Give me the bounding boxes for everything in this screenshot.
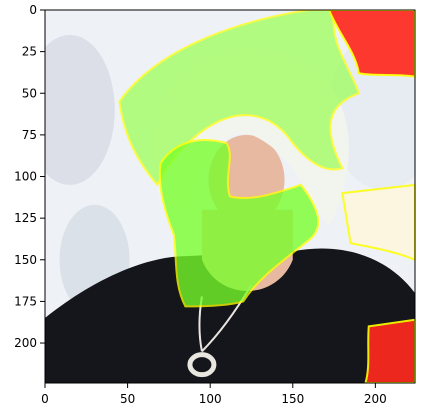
- axes-frame: [44, 9, 416, 384]
- overlay-region-red-top-right: [328, 10, 415, 78]
- y-tick-label: 150: [14, 253, 37, 267]
- x-ticks: 0 50 100 150 200: [41, 383, 387, 406]
- y-tick-label: 175: [14, 294, 37, 308]
- y-tick-label: 0: [29, 3, 37, 17]
- x-tick-label: 150: [281, 392, 304, 406]
- x-tick-label: 0: [41, 392, 49, 406]
- y-tick-label: 100: [14, 170, 37, 184]
- y-tick-label: 125: [14, 211, 37, 225]
- y-tick-label: 75: [22, 128, 37, 142]
- y-tick-label: 50: [22, 86, 37, 100]
- photo-clothing: [45, 248, 415, 383]
- x-tick-label: 200: [364, 392, 387, 406]
- photo-bg-left-blob: [45, 34, 115, 185]
- overlay-region-green-face-neck: [158, 139, 320, 308]
- x-tick-label: 100: [199, 392, 222, 406]
- y-tick-label: 200: [14, 336, 37, 350]
- overlay-layer: [118, 10, 415, 383]
- y-tick-label: 25: [22, 45, 37, 59]
- overlay-region-red-bottom-right: [364, 318, 415, 383]
- y-ticks: 0 25 50 75 100 125 150 175 200: [14, 3, 45, 350]
- x-tick-label: 50: [120, 392, 135, 406]
- photo-necklace-pendant: [187, 352, 217, 378]
